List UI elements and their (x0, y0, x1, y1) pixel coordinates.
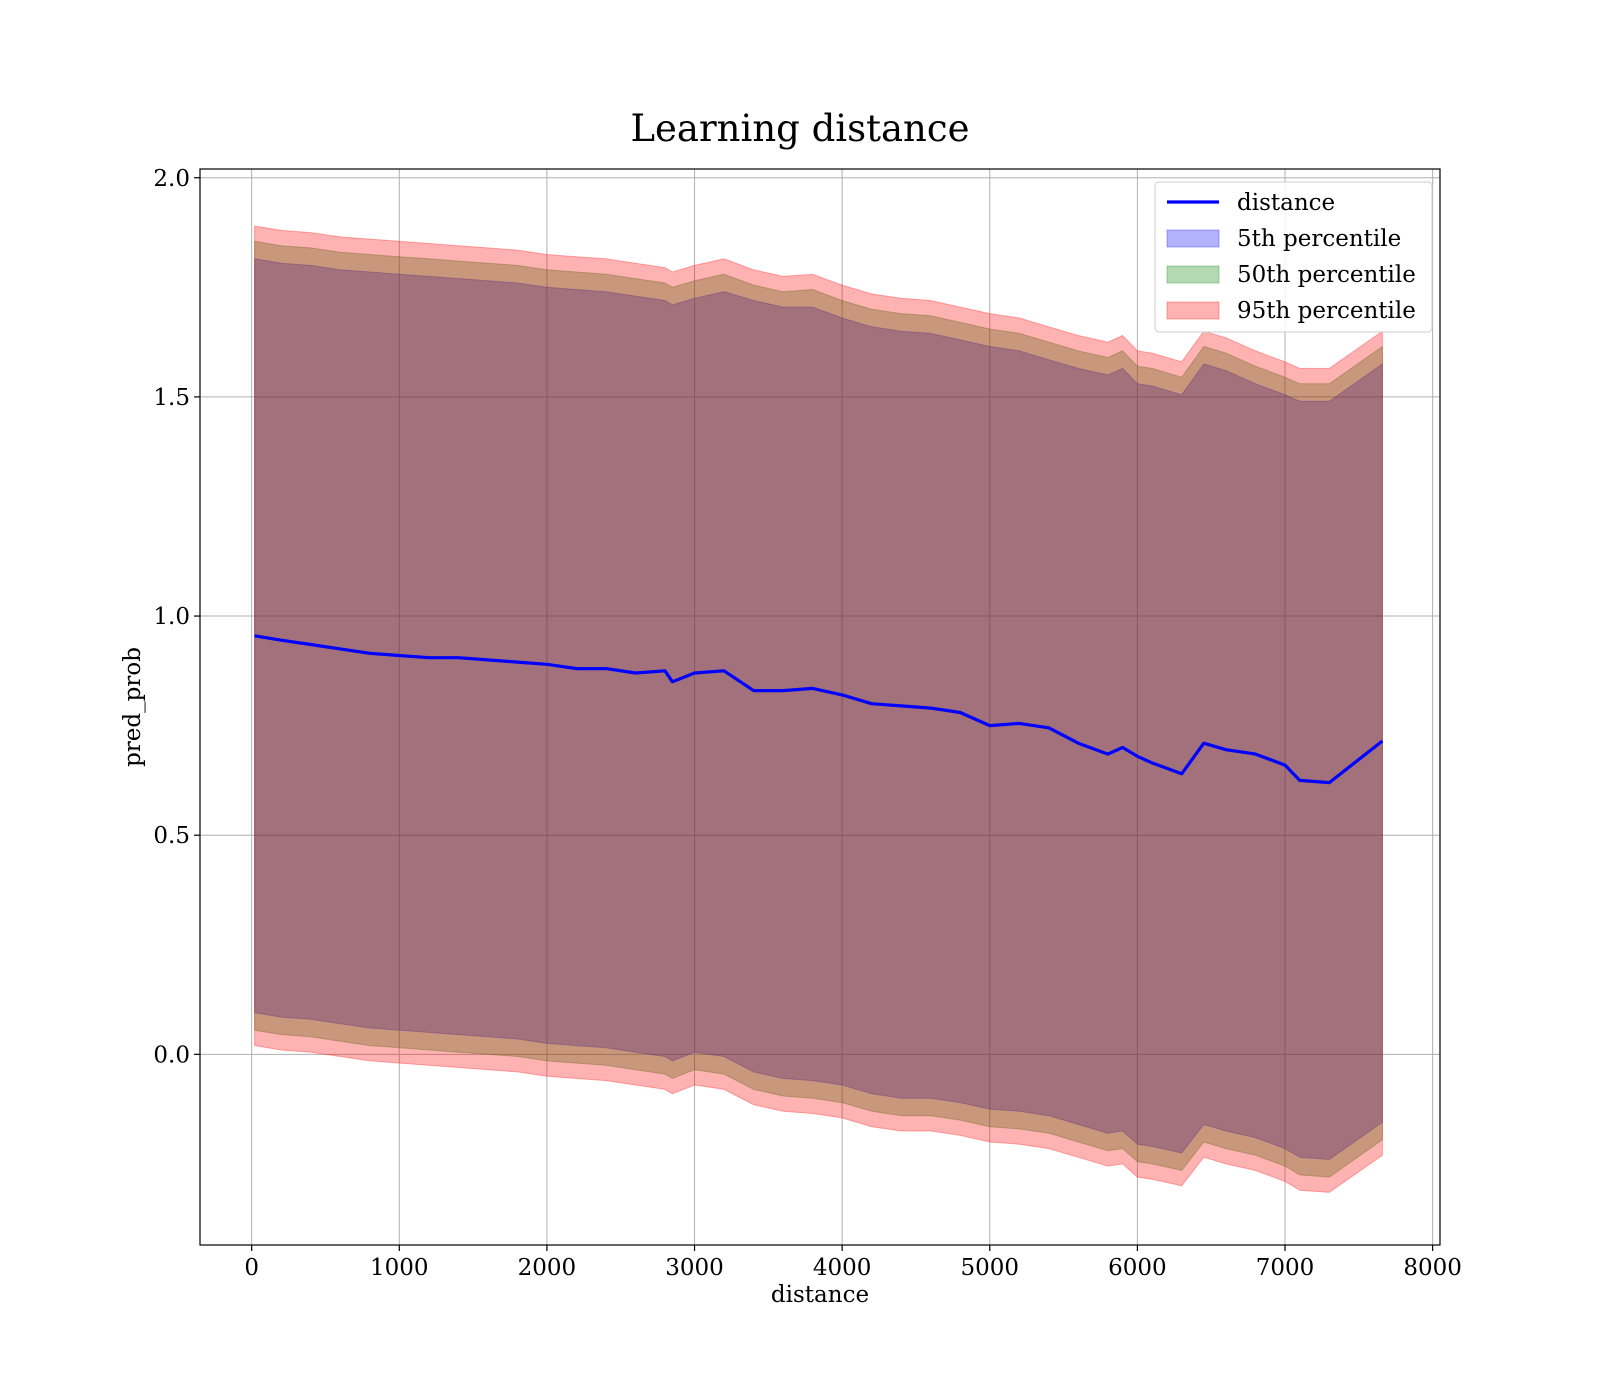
x-tick-label: 6000 (1108, 1255, 1167, 1281)
y-tick-label: 1.5 (153, 385, 190, 411)
series-line-distance (254, 634, 1384, 785)
legend-label-5th-percentile: 5th percentile (1237, 226, 1401, 252)
legend-label-distance: distance (1237, 190, 1335, 216)
grid (200, 169, 1440, 1245)
x-tick-label: 8000 (1403, 1255, 1462, 1281)
y-tick-label: 0.0 (153, 1042, 190, 1068)
plot-frame (199, 168, 1441, 1246)
legend-label-95th-percentile: 95th percentile (1237, 298, 1416, 324)
x-tick-label: 7000 (1256, 1255, 1315, 1281)
band-95th-percentile (254, 225, 1383, 1193)
legend-box (1154, 181, 1433, 333)
legend-swatch-50th-percentile (1166, 265, 1220, 284)
x-tick-label: 2000 (518, 1255, 577, 1281)
band-50th-percentile (254, 240, 1383, 1178)
y-tick-label: 2.0 (153, 166, 190, 192)
legend-label-50th-percentile: 50th percentile (1237, 262, 1416, 288)
chart-title: Learning distance (630, 107, 969, 150)
x-tick-label: 4000 (813, 1255, 872, 1281)
y-axis-ticks: 0.0 0.5 1.0 1.5 2.0 (153, 166, 200, 1068)
y-tick-label: 1.0 (153, 604, 190, 630)
band-5th-percentile (254, 258, 1383, 1161)
percentile-bands (254, 225, 1383, 1193)
legend-swatch-5th-percentile (1166, 229, 1220, 248)
x-axis-ticks: 0 1000 2000 3000 4000 5000 6000 7000 8000 (244, 1245, 1462, 1281)
x-axis-label: distance (771, 1282, 869, 1308)
legend: distance 5th percentile 50th percentile 95t… (1154, 181, 1433, 333)
y-axis-label: pred_prob (120, 647, 146, 767)
legend-swatch-95th-percentile (1166, 301, 1220, 320)
series-lines (254, 634, 1384, 785)
x-tick-label: 1000 (370, 1255, 429, 1281)
x-tick-label: 5000 (960, 1255, 1019, 1281)
y-tick-label: 0.5 (153, 823, 190, 849)
x-tick-label: 0 (244, 1255, 259, 1281)
x-tick-label: 3000 (665, 1255, 724, 1281)
